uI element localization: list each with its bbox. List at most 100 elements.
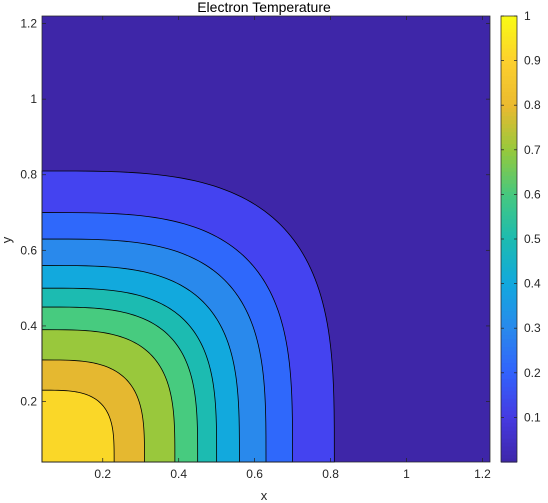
colorbar-band [501, 386, 517, 391]
contour-fills [41, 170, 335, 463]
colorbar-band [501, 183, 517, 188]
colorbar-band [501, 322, 517, 328]
colorbar-band [501, 242, 517, 248]
colorbar-band [501, 191, 517, 196]
colorbar-band [501, 95, 517, 101]
colorbar-band [501, 446, 517, 451]
colorbar-band [501, 278, 517, 284]
colorbar-band [501, 262, 517, 268]
colorbar-band [501, 19, 517, 25]
colorbar-band [501, 258, 517, 264]
colorbar-band [501, 418, 517, 423]
colorbar-band [501, 434, 517, 439]
colorbar-band [501, 123, 517, 129]
colorbar-band [501, 314, 517, 320]
colorbar-band [501, 338, 517, 344]
y-tick-label: 1.2 [20, 17, 37, 31]
colorbar-band [501, 171, 517, 176]
colorbar-band [501, 310, 517, 316]
colorbar-band [501, 374, 517, 379]
colorbar-band [501, 318, 517, 324]
colorbar-band [501, 254, 517, 260]
colorbar-band [501, 151, 517, 156]
colorbar-band [501, 219, 517, 224]
colorbar-band [501, 410, 517, 415]
colorbar-band [501, 382, 517, 387]
colorbar-band [501, 422, 517, 427]
colorbar-band [501, 215, 517, 220]
colorbar-band [501, 450, 517, 455]
colorbar-band [501, 207, 517, 212]
chart-title: Electron Temperature [197, 0, 331, 15]
y-axis: 0.2 0.4 0.6 0.8 1 1.2 [20, 17, 490, 409]
colorbar-band [501, 127, 517, 133]
colorbar-band [501, 87, 517, 93]
colorbar-band [501, 342, 517, 348]
colorbar-band [501, 390, 517, 395]
colorbar-band [501, 147, 517, 152]
colorbar-tick-label: 0.8 [524, 98, 541, 112]
colorbar-band [501, 107, 517, 113]
colorbar-band [501, 39, 517, 45]
colorbar-band [501, 31, 517, 37]
colorbar-band [501, 227, 517, 232]
x-axis: 0.2 0.4 0.6 0.8 1 1.2 [94, 16, 491, 481]
colorbar-band [501, 430, 517, 435]
colorbar-band [501, 378, 517, 383]
colorbar-band [501, 442, 517, 447]
colorbar-band [501, 175, 517, 180]
plot-area [41, 15, 491, 463]
colorbar-tick-label: 0.3 [524, 321, 541, 335]
colorbar-band [501, 294, 517, 300]
contour-level-9 [41, 389, 115, 463]
colorbar-tick-label: 0.1 [524, 410, 541, 424]
colorbar-band [501, 223, 517, 228]
plot-frame [41, 15, 491, 463]
x-axis-label: x [261, 488, 268, 503]
colorbar-band [501, 67, 517, 73]
colorbar-tick-label: 0.9 [524, 54, 541, 68]
colorbar-band [501, 394, 517, 399]
colorbar-band [501, 326, 517, 332]
colorbar-band [501, 115, 517, 121]
colorbar-band [501, 59, 517, 65]
colorbar-band [501, 47, 517, 53]
x-tick-label: 0.4 [170, 467, 187, 481]
colorbar-band [501, 334, 517, 340]
colorbar-band [501, 270, 517, 276]
colorbar-tick-label: 1 [524, 9, 531, 23]
colorbar-band [501, 402, 517, 407]
colorbar-band [501, 23, 517, 29]
colorbar-band [501, 454, 517, 459]
colorbar-tick-label: 0.2 [524, 366, 541, 380]
colorbar-band [501, 163, 517, 168]
colorbar-band [501, 246, 517, 252]
colorbar-band [501, 155, 517, 160]
colorbar-band [501, 438, 517, 443]
colorbar-band [501, 199, 517, 204]
colorbar-band [501, 286, 517, 292]
colorbar-band [501, 398, 517, 403]
colorbar-band [501, 203, 517, 208]
colorbar-band [501, 63, 517, 69]
colorbar-band [501, 135, 517, 141]
y-axis-label: y [0, 236, 14, 243]
colorbar-band [501, 330, 517, 336]
colorbar-band [501, 71, 517, 77]
colorbar-band [501, 75, 517, 81]
colorbar-band [501, 358, 517, 364]
colorbar-band [501, 51, 517, 57]
colorbar-band [501, 99, 517, 105]
colorbar-band [501, 16, 517, 21]
colorbar-band [501, 79, 517, 85]
colorbar-band [501, 282, 517, 288]
colorbar-band [501, 211, 517, 216]
colorbar-band [501, 103, 517, 109]
colorbar-band [501, 43, 517, 49]
x-tick-label: 0.2 [94, 467, 111, 481]
colorbar-band [501, 91, 517, 97]
colorbar-band [501, 426, 517, 431]
x-tick-label: 1.2 [474, 467, 491, 481]
y-tick-label: 0.6 [20, 243, 37, 257]
